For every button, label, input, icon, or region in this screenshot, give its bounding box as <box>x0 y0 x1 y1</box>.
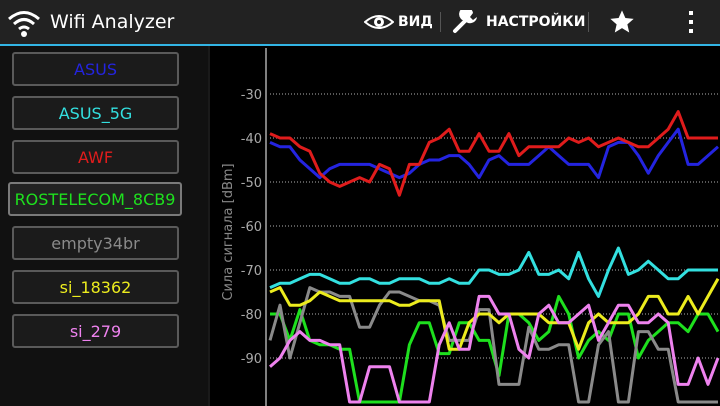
app-title: Wifi Analyzer <box>50 11 175 33</box>
favorite-button[interactable] <box>608 0 640 44</box>
series-line-awf <box>269 110 718 197</box>
wrench-icon <box>453 10 477 33</box>
action-separator <box>588 12 589 32</box>
series-line-asus-5g <box>269 246 718 298</box>
network-item-asus[interactable]: ASUS <box>12 52 179 86</box>
action-bar: Wifi Analyzer ВИД НАСТРОЙКИ <box>0 0 720 46</box>
signal-strength-chart: -30 -40 -50 -60 -70 -80 -90 Сила сигнала [dBm] <box>210 46 720 406</box>
series-line-asus <box>269 127 719 180</box>
series-line-si-18362 <box>269 278 720 351</box>
y-tick-label: -30 <box>241 88 262 103</box>
y-tick-label: -60 <box>241 220 262 235</box>
network-item-si-18362[interactable]: si_18362 <box>12 270 179 304</box>
series-line-empty34br <box>268 286 718 404</box>
view-button[interactable]: ВИД <box>364 0 433 44</box>
y-tick-label: -90 <box>241 352 262 367</box>
y-tick-label: -40 <box>241 132 262 147</box>
action-separator <box>440 12 441 32</box>
network-item-asus-5g[interactable]: ASUS_5G <box>12 96 179 130</box>
network-list: ASUS ASUS_5G AWF ROSTELECOM_8CB9 empty34… <box>0 46 208 406</box>
network-label: AWF <box>77 147 114 167</box>
network-label: si_18362 <box>59 277 132 297</box>
chart-series <box>268 110 720 404</box>
wifi-app-icon[interactable] <box>6 6 42 40</box>
network-label: ASUS_5G <box>58 103 133 123</box>
network-item-awf[interactable]: AWF <box>12 140 179 174</box>
eye-icon <box>364 15 394 29</box>
network-label: ROSTELECOM_8CB9 <box>14 189 176 209</box>
y-axis-ticks: -30 -40 -50 -60 -70 -80 -90 <box>241 88 262 367</box>
y-tick-label: -70 <box>241 264 262 279</box>
y-tick-label: -50 <box>241 176 262 191</box>
network-item-si-279[interactable]: si_279 <box>12 314 179 348</box>
network-item-rostelecom-8cb9[interactable]: ROSTELECOM_8CB9 <box>8 182 182 216</box>
overflow-menu-button[interactable] <box>686 0 700 44</box>
settings-label: НАСТРОЙКИ <box>486 14 586 30</box>
network-item-empty34br[interactable]: empty34br <box>12 226 179 260</box>
network-label: ASUS <box>74 59 117 79</box>
y-tick-label: -80 <box>241 308 262 323</box>
settings-button[interactable]: НАСТРОЙКИ <box>452 0 585 44</box>
y-axis-label: Сила сигнала [dBm] <box>221 163 236 300</box>
panel-divider <box>208 46 210 406</box>
more-vertical-icon <box>689 11 693 33</box>
star-icon <box>610 10 634 33</box>
series-line-si-279 <box>269 294 720 404</box>
view-label: ВИД <box>398 14 433 30</box>
network-label: empty34br <box>51 233 140 253</box>
network-label: si_279 <box>69 321 122 341</box>
